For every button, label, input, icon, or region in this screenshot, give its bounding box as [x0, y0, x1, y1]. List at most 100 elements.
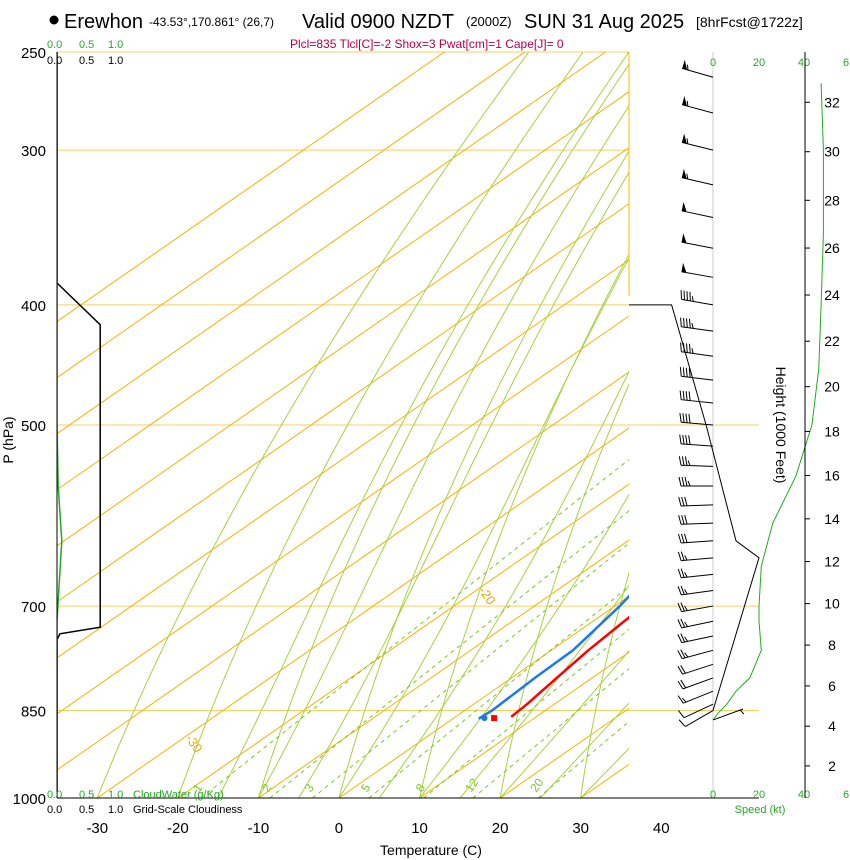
isotherm--30	[96, 427, 629, 798]
isotherm--60	[57, 259, 629, 659]
cloudiness-scale-top-0: 0.0	[47, 55, 62, 67]
svg-text:24: 24	[824, 287, 840, 303]
station-coords: -43.53°,170.861° (26,7)	[149, 15, 274, 29]
svg-text:20: 20	[824, 379, 840, 395]
wind-barb-840	[677, 703, 714, 719]
mixing-ratio-1	[200, 458, 629, 798]
wind-barb-680	[677, 585, 714, 596]
cloudwater-scale-top-1: 1.0	[108, 39, 123, 51]
mixing-ratio-lines	[200, 458, 629, 798]
mixing-ratio-12	[472, 667, 629, 798]
wind-barb-720	[677, 618, 714, 629]
mixing-ratio-label-5: 5	[358, 781, 373, 795]
isotherm--90	[57, 91, 629, 491]
svg-text:32: 32	[824, 94, 840, 110]
moist-adiabat-0	[338, 256, 629, 798]
plot-frame	[56, 52, 759, 799]
speed-scale-top-0: 0	[710, 57, 716, 69]
temperature-tick--30: -30	[86, 820, 108, 837]
isotherm--100	[57, 52, 606, 435]
wind-outline-line	[628, 304, 760, 711]
height-tick-30: 30	[805, 144, 840, 160]
temperature-tick-0: 0	[335, 820, 343, 837]
height-tick-14: 14	[805, 511, 840, 527]
height-tick-28: 28	[805, 192, 840, 208]
temperature-tick-10: 10	[411, 820, 428, 837]
wind-speed-profile	[712, 83, 824, 721]
wind-barb-800	[677, 677, 714, 690]
dry-adiabat--20	[177, 52, 584, 798]
wind-panel: 0 20 40 6 0 20 40 6 Speed (kt)	[628, 52, 849, 816]
wind-barb-850	[678, 710, 714, 727]
height-tick-22: 22	[805, 333, 840, 349]
wind-barb-300	[681, 133, 714, 151]
wind-barb-865	[712, 708, 745, 721]
mixing-ratio-3	[312, 542, 629, 798]
mixing-ratio-5	[368, 585, 629, 798]
wind-barb-620	[677, 533, 714, 544]
pressure-tick-1000: 1000	[13, 791, 46, 808]
wind-barb-262	[682, 59, 714, 78]
svg-text:8: 8	[828, 637, 836, 653]
speed-scale-top-6: 6	[843, 57, 849, 69]
speed-scale-bottom-6: 6	[843, 789, 849, 801]
wind-barb-700	[677, 602, 714, 613]
pressure-tick-700: 700	[21, 599, 46, 616]
wind-barb-580	[678, 496, 714, 507]
height-tick-32: 32	[805, 94, 840, 110]
temperature-line	[510, 615, 629, 718]
cloudiness-label: Grid-Scale Cloudiness	[133, 804, 243, 816]
height-axis-label: Height (1000 Feet)	[773, 367, 789, 484]
speed-scale-bottom-0: 0	[710, 789, 716, 801]
wind-barb-660	[677, 568, 714, 579]
svg-text:2: 2	[828, 758, 836, 774]
wind-barb-400	[680, 290, 714, 306]
height-tick-20: 20	[805, 379, 840, 395]
wind-barb-600	[678, 514, 714, 525]
cloudwater-scale-top-0: 0.0	[47, 39, 62, 51]
moist-adiabat-lines	[217, 52, 629, 798]
wind-barb-760	[677, 649, 714, 660]
isotherm--10	[258, 539, 629, 798]
valid-date: SUN 31 Aug 2025	[524, 11, 684, 33]
x-axis-label: Temperature (C)	[380, 842, 482, 858]
temperature-tick--10: -10	[248, 820, 270, 837]
wind-cross-section	[628, 304, 760, 711]
svg-text:26: 26	[824, 240, 840, 256]
valid-time: Valid 0900 NZDT	[302, 11, 454, 33]
height-tick-6: 6	[805, 678, 836, 694]
wind-barb-520	[679, 434, 714, 447]
cloudiness-scale-bottom-05: 0.5	[79, 804, 94, 816]
height-tick-8: 8	[805, 637, 836, 653]
wind-barb-280	[681, 96, 714, 114]
speed-scale-top-40: 40	[798, 57, 810, 69]
pressure-tick-400: 400	[21, 298, 46, 315]
cloudwater-line	[57, 52, 63, 798]
svg-text:4: 4	[828, 718, 836, 734]
wind-barb-820	[677, 690, 714, 704]
height-tick-26: 26	[805, 240, 840, 256]
mixing-ratio-label-20: 20	[527, 775, 546, 794]
cloudiness-scale-bottom-1: 1.0	[108, 804, 123, 816]
isotherm--80	[57, 147, 629, 547]
temperature-tick-40: 40	[653, 820, 670, 837]
sounding-parameters: Plcl=835 Tlcl[C]=-2 Shox=3 Pwat[cm]=1 Ca…	[290, 37, 564, 51]
y-axis-label: P (hPa)	[0, 416, 16, 463]
moist-adiabat-25	[540, 702, 629, 798]
speed-scale-bottom-40: 40	[798, 789, 810, 801]
isotherm--120	[57, 52, 445, 323]
svg-text:22: 22	[824, 333, 840, 349]
chart-header: Erewhon -43.53°,170.861° (26,7) Valid 09…	[49, 11, 803, 51]
isotherm-10	[419, 651, 629, 798]
svg-text:10: 10	[824, 596, 840, 612]
moist-adiabat--10	[257, 104, 629, 798]
svg-text:14: 14	[824, 511, 840, 527]
valid-utc: (2000Z)	[466, 14, 512, 29]
moist-adiabat-20	[499, 649, 629, 798]
isotherm--110	[57, 52, 526, 379]
isotherm-lines	[57, 52, 629, 798]
cloudwater-scale-bottom-1: 1.0	[108, 789, 123, 801]
speed-scale-bottom-20: 20	[753, 789, 765, 801]
isotherm--70	[57, 203, 629, 603]
